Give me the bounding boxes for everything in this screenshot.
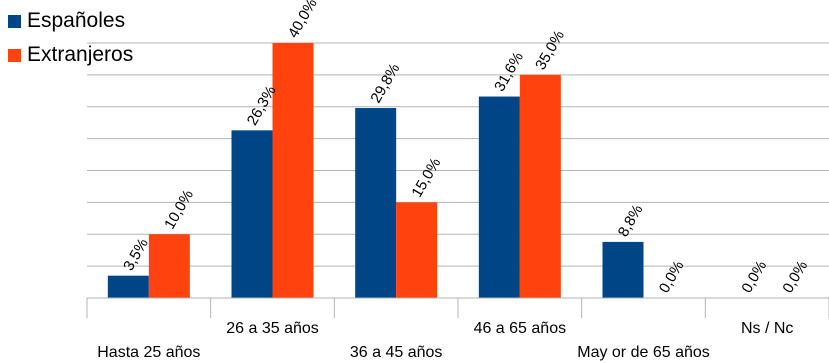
category-tick-label: 46 a 65 años (474, 320, 567, 337)
data-label: 0,0% (779, 258, 811, 296)
category-tick-label: 36 a 45 años (350, 344, 443, 361)
data-label: 0,0% (738, 258, 770, 296)
legend-label-extranjeros: Extranjeros (27, 43, 134, 66)
bar-espanoles (107, 275, 149, 298)
bar-extranjeros (396, 202, 438, 298)
data-labels: 3,5%10,0%26,3%40,0%29,8%15,0%31,6% 35,0%8… (120, 0, 811, 296)
legend-item-espanoles: Españoles (8, 4, 133, 38)
bar-espanoles (602, 241, 644, 298)
bar-espanoles (355, 108, 397, 299)
data-label: 40,0% (285, 0, 321, 41)
category-tick-label: Hasta 25 años (97, 344, 200, 361)
data-label: 10,0% (161, 187, 197, 232)
category-tick-label: May or de 65 años (577, 344, 710, 361)
category-tick-label: 26 a 35 años (226, 320, 319, 337)
data-label: 0,0% (656, 258, 688, 296)
bar-espanoles (231, 130, 273, 298)
category-tick-labels: Hasta 25 años 26 a 35 años 36 a 45 años 46 … (97, 320, 793, 361)
legend-label-espanoles: Españoles (27, 9, 126, 32)
bars (107, 43, 644, 299)
data-label: 29,8% (367, 61, 403, 106)
data-label: 35,0% (532, 28, 568, 73)
bar-extranjeros (148, 234, 190, 298)
legend: Españoles Extranjeros (8, 4, 133, 72)
legend-item-extranjeros: Extranjeros (8, 38, 133, 72)
legend-swatch-extranjeros (8, 48, 21, 62)
data-label: 3,5% (120, 236, 152, 274)
bar-extranjeros (272, 43, 314, 298)
category-tick-label: Ns / Nc (741, 320, 793, 337)
data-label: 15,0% (408, 155, 444, 200)
bar-espanoles (478, 96, 520, 298)
bar-extranjeros (519, 74, 561, 298)
legend-swatch-espanoles (8, 14, 21, 28)
gridlines (86, 42, 829, 318)
